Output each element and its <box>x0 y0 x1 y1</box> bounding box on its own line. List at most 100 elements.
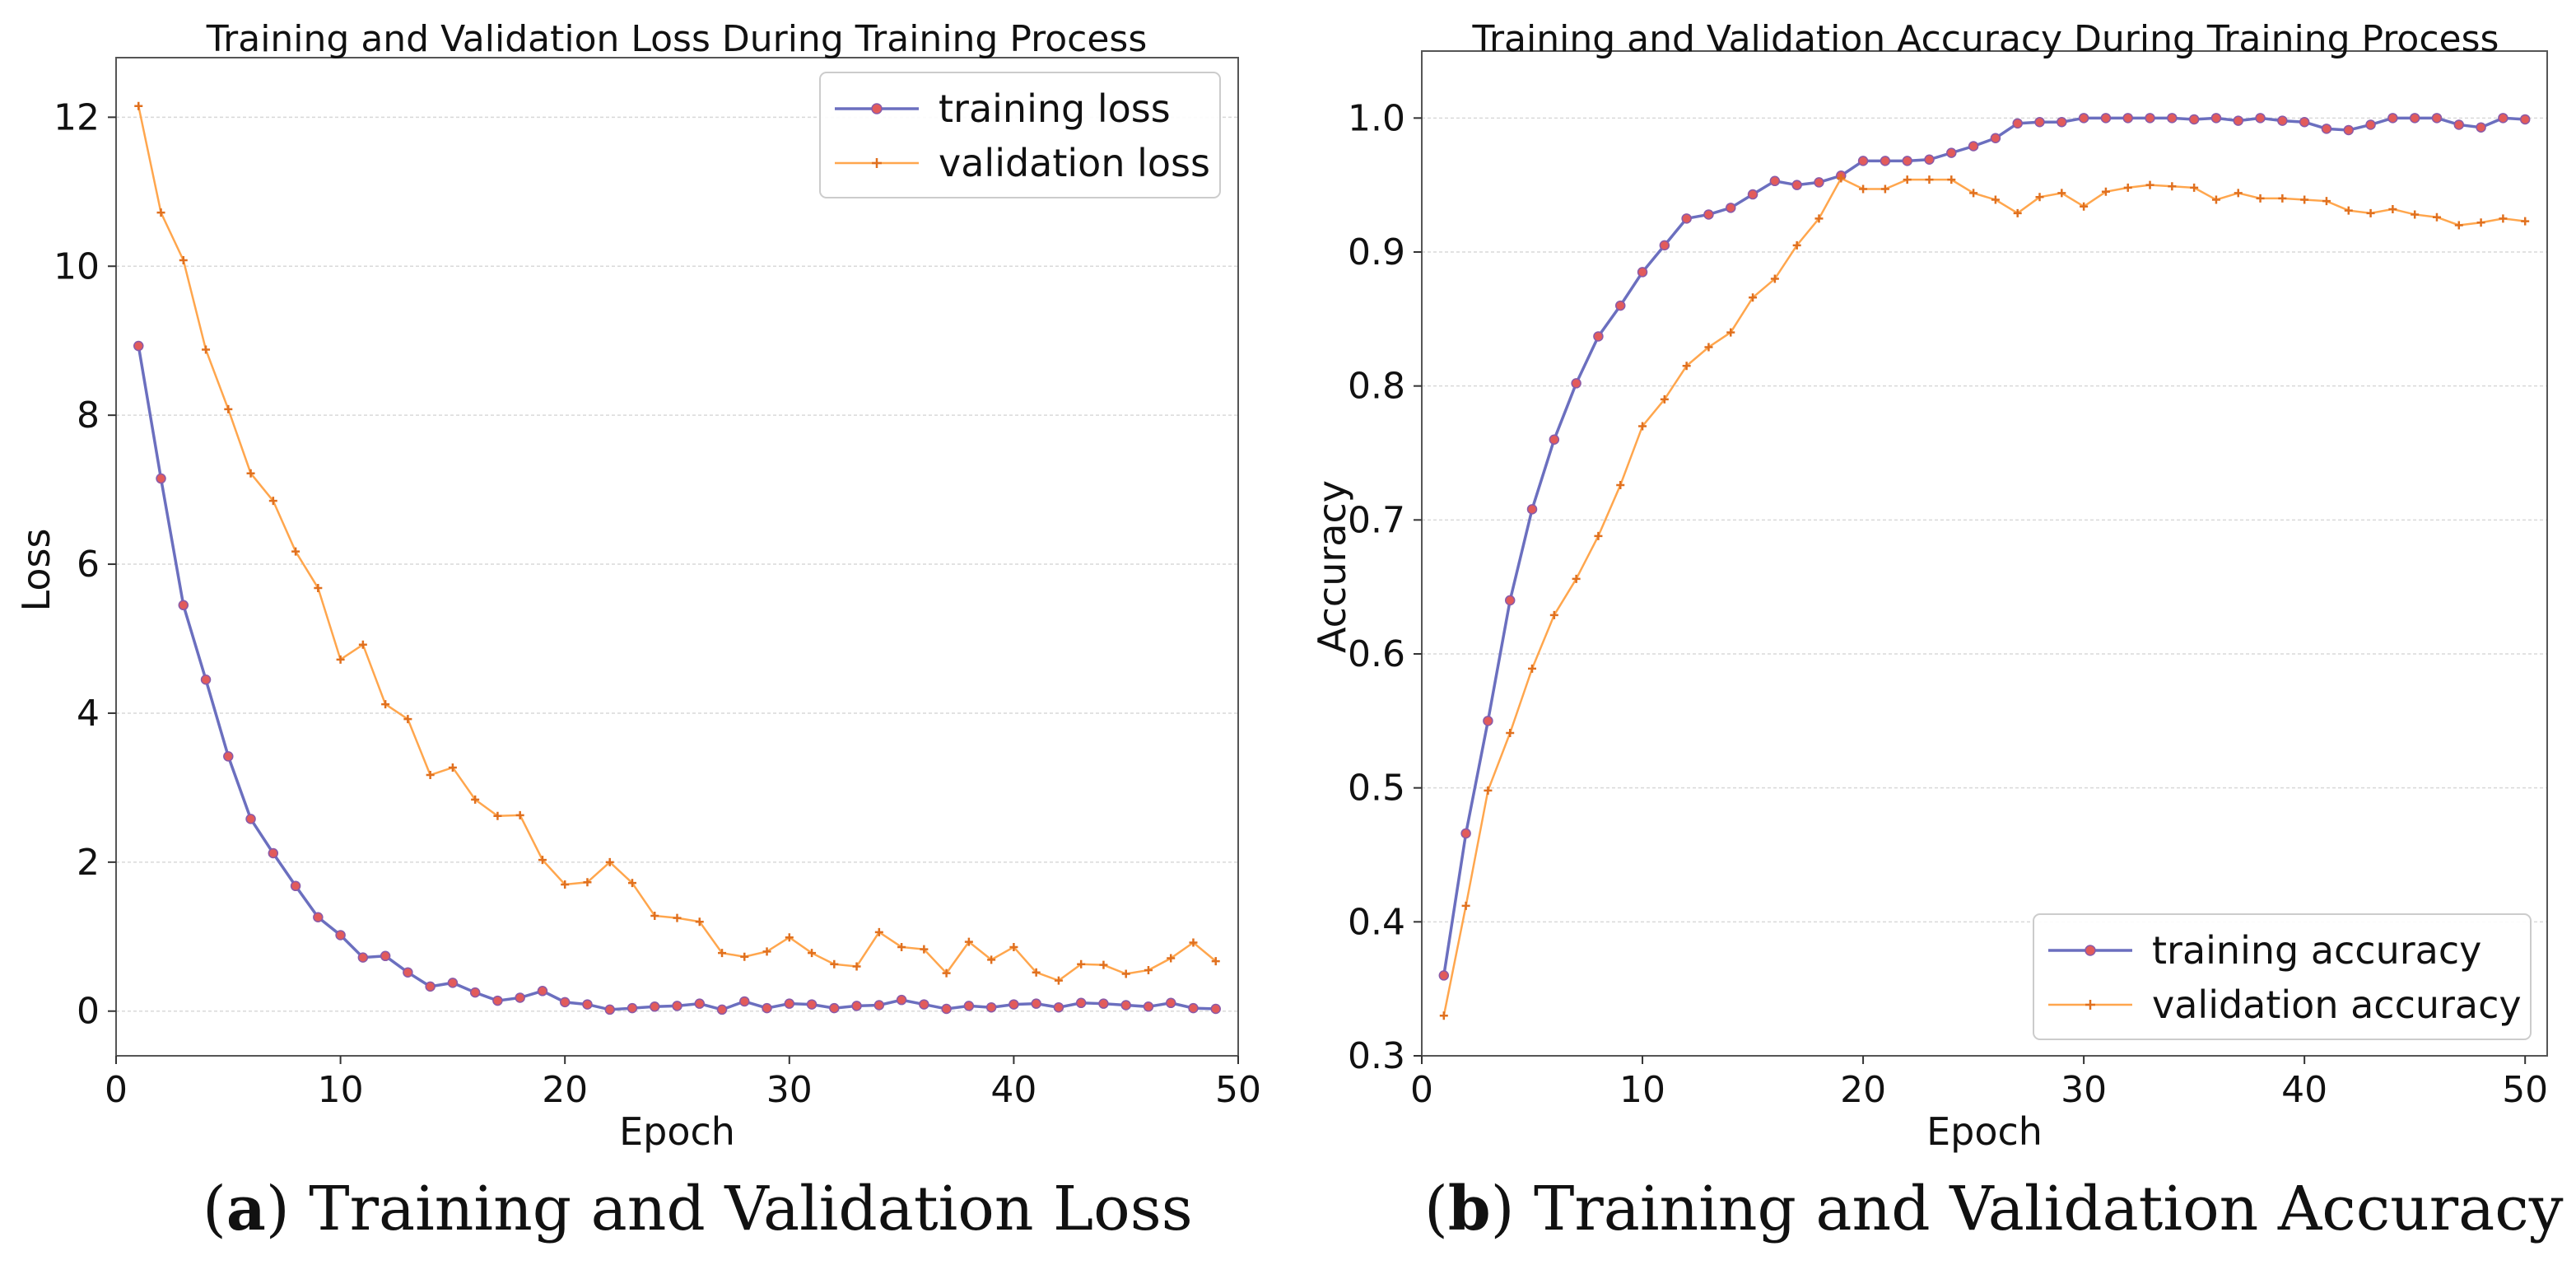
data-point <box>1009 999 1019 1010</box>
data-point <box>942 969 951 978</box>
data-point <box>448 763 457 772</box>
plot-frame <box>1421 50 2548 1057</box>
data-point <box>1859 184 1868 194</box>
data-point <box>2322 197 2331 206</box>
data-point <box>447 978 459 988</box>
data-point <box>2411 210 2420 219</box>
data-point <box>1660 394 1669 404</box>
data-point <box>1188 1002 1199 1014</box>
data-point <box>2255 113 2266 124</box>
series-validation-loss <box>134 101 1220 985</box>
data-point <box>762 947 771 956</box>
data-point <box>2343 124 2355 136</box>
data-point <box>1749 293 1758 302</box>
data-point <box>1549 434 1560 445</box>
data-point <box>2519 114 2531 125</box>
data-point <box>762 1002 772 1014</box>
data-point <box>1053 1001 1064 1013</box>
data-point <box>1880 156 1891 166</box>
data-point <box>2344 206 2353 215</box>
data-point <box>2145 113 2155 124</box>
data-point <box>2210 113 2222 124</box>
data-point <box>1099 960 1108 969</box>
x-tick-label-0: 0 <box>1410 1069 1433 1111</box>
y-tick-label-3: 0.6 <box>1348 633 1405 675</box>
data-point <box>314 583 323 592</box>
data-point <box>2256 194 2265 203</box>
data-point <box>2057 189 2066 198</box>
data-point <box>537 986 548 997</box>
caption-a-text: Training and Validation Loss <box>309 1174 1193 1244</box>
data-point <box>1189 938 1198 947</box>
data-point <box>829 1002 840 1014</box>
chart-title: Training and Validation Accuracy During … <box>1472 18 2499 60</box>
data-point <box>1460 828 1471 839</box>
legend-box <box>819 72 1221 198</box>
data-point <box>785 933 794 942</box>
data-point <box>1439 1011 1448 1020</box>
y-tick-label-5: 10 <box>54 245 100 287</box>
data-point <box>1075 997 1087 1009</box>
data-point <box>1681 213 1692 224</box>
data-point <box>1616 481 1625 490</box>
data-point <box>156 473 166 484</box>
data-point <box>268 847 279 859</box>
data-point <box>1054 976 1063 985</box>
data-point <box>2432 212 2441 222</box>
data-point <box>582 999 593 1010</box>
data-point <box>2013 208 2022 217</box>
data-point <box>493 811 502 820</box>
data-point <box>650 911 659 920</box>
data-point <box>2167 113 2178 124</box>
data-point <box>202 345 211 354</box>
y-axis-label: Accuracy <box>1310 480 1354 653</box>
data-point <box>2057 116 2067 128</box>
data-point <box>1947 175 1956 184</box>
data-point <box>156 208 165 217</box>
data-point <box>985 1001 997 1013</box>
legend-label: training loss <box>939 86 1171 131</box>
data-point <box>627 1002 638 1014</box>
data-point <box>134 101 143 110</box>
legend-swatch-marker <box>871 103 883 114</box>
data-point <box>583 878 592 887</box>
data-point <box>2454 221 2463 230</box>
data-point <box>1614 300 1626 311</box>
data-point <box>964 937 973 946</box>
data-point <box>987 955 996 964</box>
data-point <box>2190 183 2199 192</box>
data-point <box>851 1001 862 1011</box>
legend: training accuracy validation accuracy <box>2033 913 2532 1040</box>
data-point <box>2521 217 2530 226</box>
data-point <box>694 998 706 1009</box>
data-point <box>246 469 255 478</box>
data-point <box>897 942 906 951</box>
data-point <box>1165 997 1176 1009</box>
data-point <box>605 857 614 866</box>
data-point <box>224 404 233 413</box>
data-point <box>358 640 367 649</box>
data-point <box>223 751 234 762</box>
series-line <box>1442 176 2526 1016</box>
data-point <box>290 880 301 892</box>
legend-swatch-marker <box>872 158 882 168</box>
data-point <box>2498 113 2508 124</box>
data-point <box>1506 728 1515 737</box>
loss-chart-panel: 0 2 4 6 8 10 12 0 10 20 30 40 50 Epoch Loss Training an… <box>14 18 1261 1154</box>
data-point <box>739 996 750 1007</box>
y-tick-label-5: 0.8 <box>1348 366 1405 408</box>
data-point <box>1504 595 1516 606</box>
data-point <box>515 992 525 1003</box>
data-point <box>1747 189 1758 200</box>
y-tick-label-6: 12 <box>54 96 100 138</box>
legend-box <box>2033 913 2532 1040</box>
data-point <box>963 1001 975 1011</box>
x-tick-label-3: 30 <box>2061 1069 2107 1111</box>
data-point <box>1791 180 1802 190</box>
data-point <box>1903 175 1912 184</box>
data-point <box>808 949 817 958</box>
y-tick-label-7: 1.0 <box>1348 97 1405 139</box>
x-axis-label: Epoch <box>1926 1109 2043 1154</box>
data-point <box>1969 189 1978 198</box>
